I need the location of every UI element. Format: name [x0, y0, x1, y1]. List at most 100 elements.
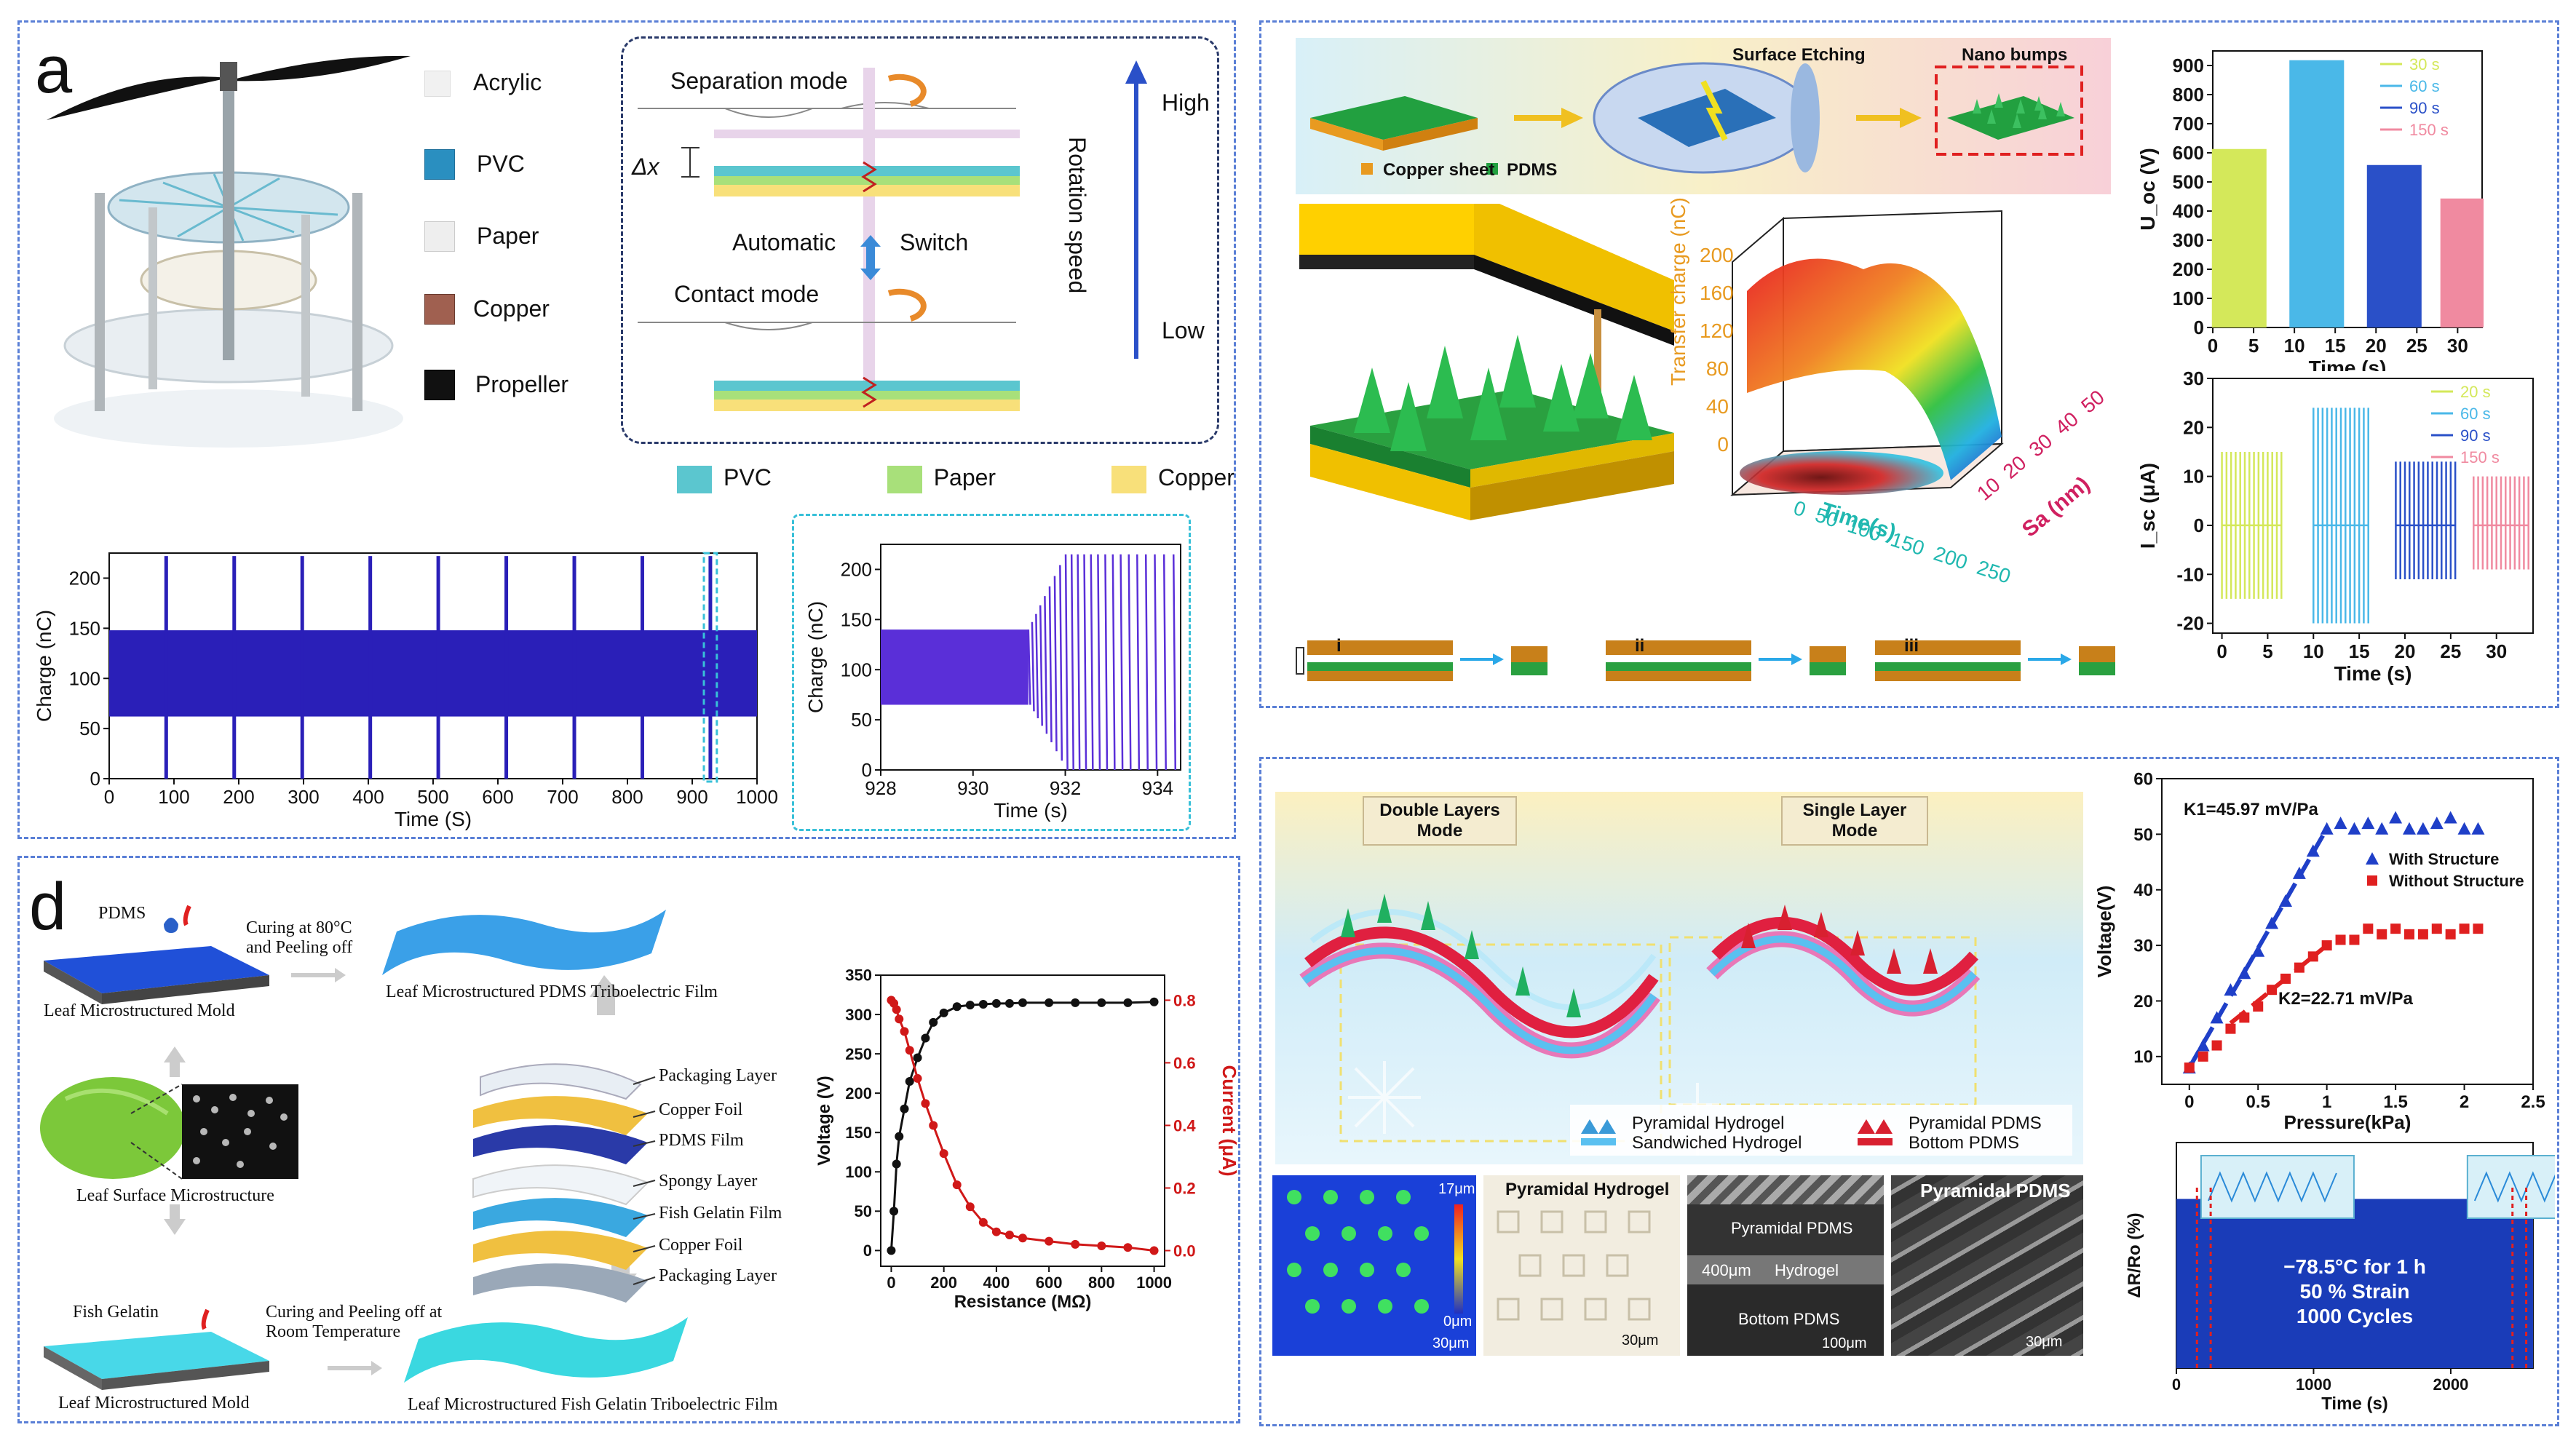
y-axis-label: Voltage (V)	[815, 1076, 834, 1166]
micrograph-row: 17μm 0μm 30μm Pyramidal Hydrogel 30μm Py…	[1272, 1175, 2083, 1356]
voltage-pressure-chart: 0 0.5 1 1.5 2 2.5 10 20 30 40 50 60 Pressure(kPa) Vol…	[2093, 769, 2545, 1132]
panel-d-letter: d	[29, 870, 67, 944]
material-label-pvc: PVC	[477, 151, 525, 177]
y-tick-label: 250	[845, 1045, 872, 1063]
data-point	[2265, 916, 2279, 929]
data-point	[900, 1104, 909, 1113]
legend-paper: Paper	[933, 464, 996, 490]
legend-pyramidal-pdms: Pyramidal PDMS	[1909, 1113, 2042, 1133]
uoc-chart: 0 5 10 15 20 25 300100200300400500600700800900…	[2136, 50, 2484, 371]
x-tick-label: 0	[2184, 1092, 2194, 1112]
data-point	[2196, 1038, 2210, 1052]
x-tick-label: 600	[482, 786, 513, 808]
stage-i-label: i	[1336, 636, 1341, 656]
x-tick-label: 800	[611, 786, 643, 808]
layer-spongy: Spongy Layer	[659, 1172, 758, 1191]
data-point	[2430, 817, 2444, 830]
data-point	[905, 1046, 914, 1055]
material-label-propeller: Propeller	[475, 371, 569, 397]
y-tick-label: 200	[845, 1084, 872, 1103]
data-point	[2361, 817, 2375, 830]
y2-axis-label: Current (μA)	[1218, 1065, 1237, 1176]
data-point	[1004, 998, 1014, 1008]
data-point	[2184, 1062, 2195, 1073]
data-point	[1097, 1242, 1106, 1251]
curing-80-label: Curing at 80°C and Peeling off	[246, 918, 353, 957]
data-point	[939, 1008, 948, 1017]
legend-marker	[2366, 852, 2379, 865]
x-tick-label: 1000	[2296, 1375, 2331, 1394]
sem-bottom-label: Bottom PDMS	[1738, 1310, 1840, 1328]
data-point	[889, 1207, 899, 1216]
hm-scale-0: 0μm	[1443, 1314, 1473, 1330]
material-label-copper: Copper	[473, 295, 550, 322]
isc-series-1	[2313, 408, 2369, 624]
y-tick-label: 20	[2133, 992, 2153, 1012]
x-tick-label: 934	[1142, 777, 1173, 799]
y-tick-label: 0	[90, 768, 100, 790]
y-tick-label: -10	[2176, 563, 2204, 585]
y2-tick-label: 0.6	[1173, 1054, 1196, 1072]
uoc-series-3	[2440, 198, 2484, 327]
plot-frame	[2161, 778, 2534, 1085]
data-point	[1123, 998, 1133, 1007]
voltage-current-resistance-chart: 0 200 400 600 800 1000 0 50 100 150 200 250 300 350 Re…	[815, 966, 1237, 1312]
drr-condition-text: 1000 Cycles	[2296, 1305, 2413, 1327]
y-tick-label: 50	[79, 718, 100, 739]
uoc-series-2	[2366, 164, 2422, 327]
ztick: 0	[1717, 433, 1729, 456]
surface-zlabel: Transfer charge (nC)	[1667, 197, 1689, 386]
fit-line-K2	[2229, 943, 2329, 1025]
charge-chart-zoom: 928 930 932 934 0 50 100 150 200 Time (s) Charge (…	[804, 544, 1181, 822]
x-tick-label: 10	[2303, 640, 2324, 662]
data-point	[2445, 929, 2456, 939]
data-point	[1123, 1243, 1133, 1252]
uoc-series-0	[2211, 148, 2267, 327]
data-point	[1018, 1234, 1027, 1243]
contact-mode-label: Contact mode	[674, 281, 820, 307]
pdms-sem-title: Pyramidal PDMS	[1920, 1180, 2071, 1201]
x-tick-label: 930	[957, 777, 988, 799]
fabrication-schematic: PDMS Curing at 80°C and Peeling off Leaf…	[22, 866, 808, 1419]
data-point	[1149, 997, 1159, 1006]
data-point	[1149, 1246, 1159, 1255]
data-point	[2349, 934, 2360, 945]
paper-legend-swatch	[887, 465, 922, 493]
isc-chart: 0 5 10 15 20 25 30 -20 -10 0 10 20 30 Time (s) I_sc (μ…	[2136, 368, 2534, 685]
x-tick-label: 15	[2325, 335, 2346, 357]
data-point	[895, 1014, 904, 1024]
y-tick-label: -20	[2176, 613, 2204, 635]
x-tick-label: 0	[887, 1274, 895, 1292]
zoom-frame	[792, 514, 1191, 831]
legend-text: 90 s	[2409, 99, 2440, 117]
x-tick-label: 5	[2248, 335, 2259, 357]
y-tick-label: 50	[851, 709, 872, 731]
layer-packaging-top: Packaging Layer	[659, 1066, 777, 1085]
data-point	[2294, 962, 2304, 973]
data-point	[2253, 1001, 2264, 1012]
data-point	[2267, 985, 2278, 996]
x-axis-label: Time (s)	[994, 799, 1068, 822]
sem-top-label: Pyramidal PDMS	[1731, 1219, 1853, 1237]
steady-band	[881, 629, 1029, 705]
x-axis-label: Time (S)	[395, 808, 472, 830]
data-point	[2444, 811, 2457, 824]
data-point	[892, 1159, 901, 1169]
y-tick-label: 700	[2173, 113, 2204, 135]
high-label: High	[1162, 90, 1210, 116]
data-point	[2347, 822, 2361, 835]
legend-text: With Structure	[2389, 850, 2499, 868]
data-point	[1097, 998, 1106, 1007]
x-tick-label: 2.5	[2521, 1092, 2545, 1112]
x-tick-label: 0	[2208, 335, 2218, 357]
fish-gelatin-label: Fish Gelatin	[73, 1303, 159, 1322]
x-tick-label: 400	[983, 1274, 1010, 1292]
x-tick-label: 200	[223, 786, 254, 808]
surface-zticks: 200 160 120 80 40 0	[1700, 237, 1734, 464]
y-tick-label: 200	[69, 568, 100, 589]
data-point	[2377, 929, 2387, 939]
data-point	[991, 1227, 1001, 1236]
data-point	[2239, 1012, 2250, 1023]
y-tick-label: 150	[845, 1124, 872, 1142]
mode-illustration: Double Layers Mode Single Layer Mode Pyr…	[1275, 792, 2083, 1164]
